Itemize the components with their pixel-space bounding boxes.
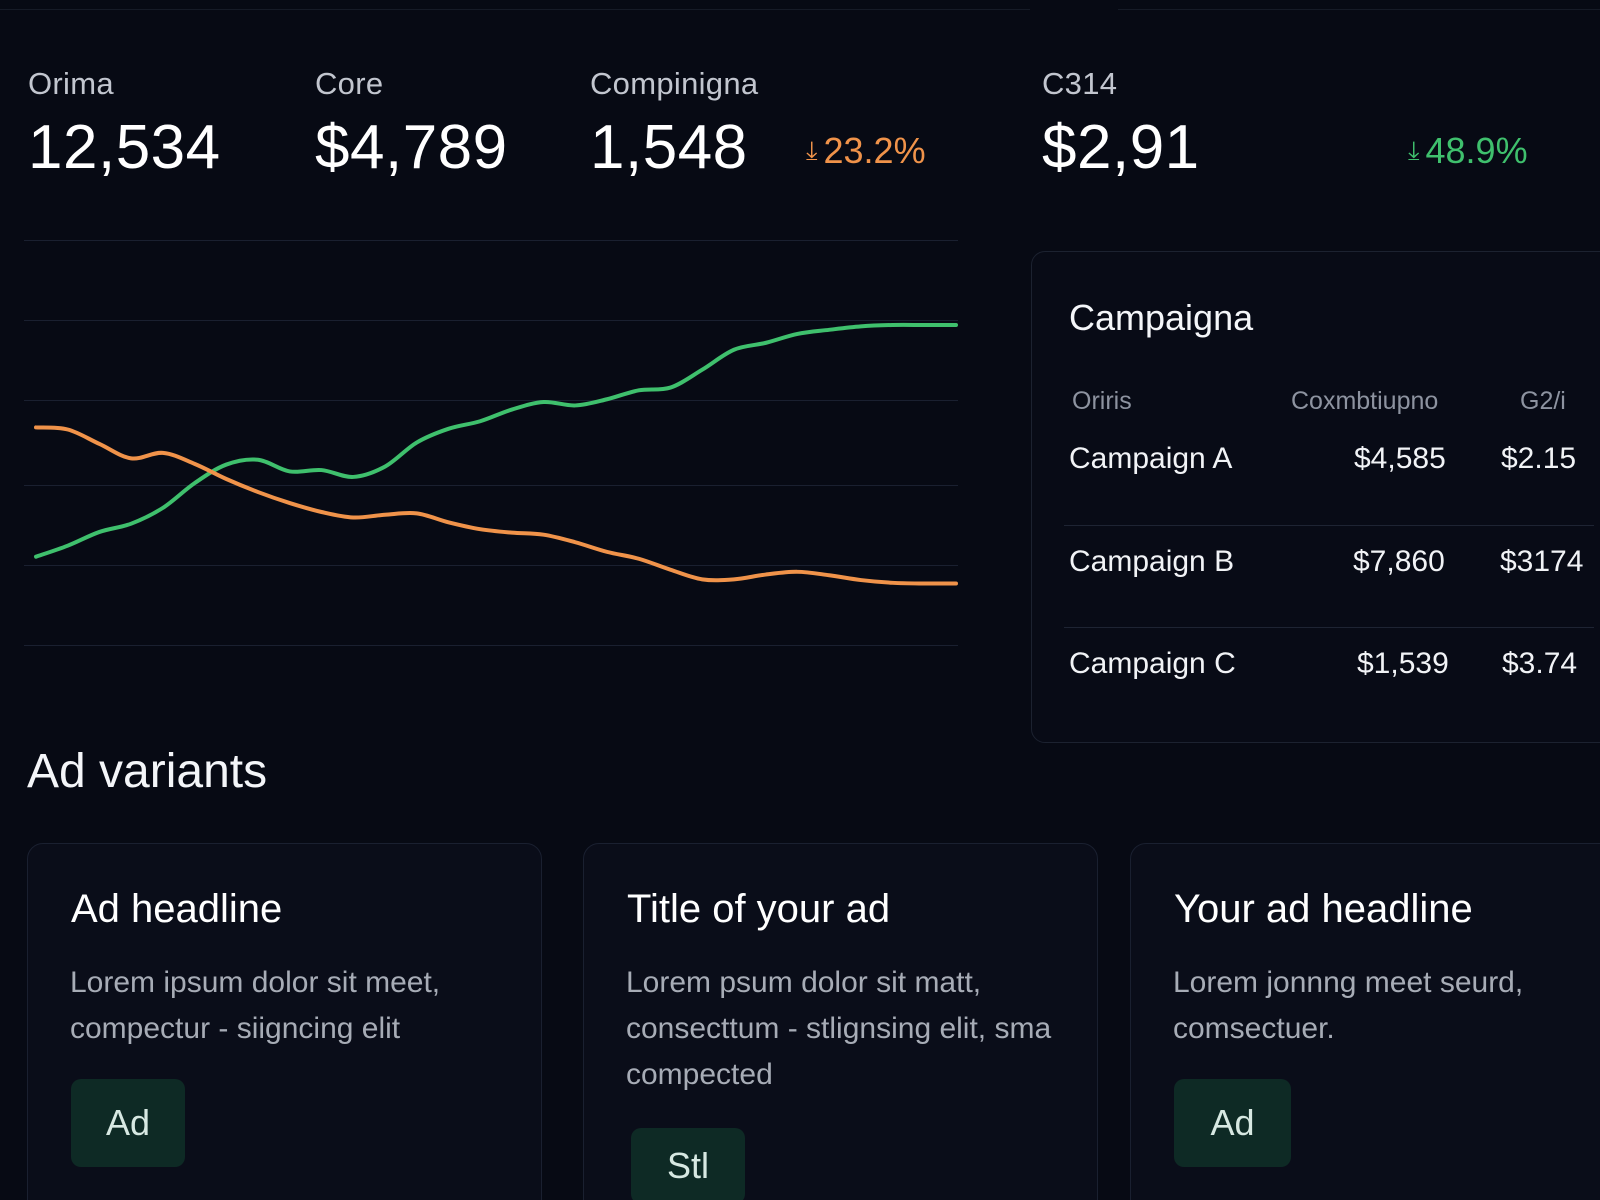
top-divider — [0, 9, 1030, 10]
kpi-value: 12,534 — [28, 113, 221, 182]
trend-arrow-icon: ⤓ — [806, 135, 818, 165]
kpi-orima: Orima 12,534 — [28, 66, 221, 183]
table-row[interactable]: Campaign A $4,585 $2.15 — [1064, 442, 1594, 544]
section-title: Ad variants — [27, 745, 268, 798]
kpi-value: 1,548 — [590, 113, 748, 182]
ad-button[interactable]: Ad — [1174, 1079, 1291, 1167]
series-line-0 — [34, 322, 958, 559]
series-line-1 — [34, 425, 958, 586]
ad-title: Title of your ad — [627, 887, 891, 931]
trend-arrow-icon: ⤓ — [1408, 135, 1420, 165]
campaign-name: Campaign B — [1069, 545, 1235, 578]
kpi-delta-value: 23.2% — [823, 130, 926, 171]
kpi-delta-value: 48.9% — [1425, 130, 1528, 171]
campaign-cpc: $2.15 — [1501, 442, 1577, 475]
column-header: Oriris — [1072, 387, 1132, 415]
kpi-label: Core — [315, 66, 384, 101]
line-chart — [24, 240, 958, 646]
ad-body: Lorem ipsum dolor sit meet, compectur - … — [70, 966, 441, 1045]
kpi-value: $4,789 — [315, 113, 508, 182]
column-header: G2/i — [1520, 387, 1566, 415]
ad-button[interactable]: Stl — [631, 1128, 745, 1200]
kpi-label: Orima — [28, 66, 114, 101]
campaign-cpc: $3174 — [1500, 545, 1584, 578]
kpi-compinigna: Compinigna 1,548 — [590, 66, 758, 183]
panel-title: Campaigna — [1069, 297, 1254, 338]
ad-card: Your ad headline Lorem jonnng meet seurd… — [1130, 843, 1600, 1200]
ad-title: Ad headline — [71, 887, 283, 931]
campaigns-panel: Campaigna Oriris Coxmbtiupno G2/i Campai… — [1031, 251, 1600, 743]
column-header: Coxmbtiupno — [1291, 387, 1439, 415]
campaign-spend: $7,860 — [1353, 545, 1445, 578]
top-divider — [1118, 9, 1600, 10]
row-divider — [1064, 627, 1594, 628]
campaign-name: Campaign C — [1069, 647, 1236, 680]
kpi-core: Core $4,789 — [315, 66, 508, 183]
table-row[interactable]: Campaign C $1,539 $3.74 — [1064, 647, 1594, 749]
campaign-spend: $1,539 — [1357, 647, 1449, 680]
campaign-spend: $4,585 — [1354, 442, 1446, 475]
row-divider — [1064, 525, 1594, 526]
ad-card: Ad headline Lorem ipsum dolor sit meet, … — [27, 843, 542, 1200]
campaign-cpc: $3.74 — [1502, 647, 1578, 680]
ad-card: Title of your ad Lorem psum dolor sit ma… — [583, 843, 1098, 1200]
kpi-value: $2,91 — [1042, 113, 1200, 182]
kpi-label: C314 — [1042, 66, 1118, 101]
ad-body: Lorem jonnng meet seurd, comsectuer. — [1173, 966, 1524, 1045]
kpi-delta-c314: ⤓ 48.9% — [1408, 130, 1528, 172]
kpi-label: Compinigna — [590, 66, 759, 101]
campaign-name: Campaign A — [1069, 442, 1233, 475]
table-row[interactable]: Campaign B $7,860 $3174 — [1064, 545, 1594, 647]
kpi-delta-compinigna: ⤓ 23.2% — [806, 130, 926, 172]
ad-title: Your ad headline — [1174, 887, 1473, 931]
ad-button[interactable]: Ad — [71, 1079, 185, 1167]
kpi-c314: C314 $2,91 — [1042, 66, 1200, 183]
ad-body: Lorem psum dolor sit matt, consecttum - … — [626, 966, 1052, 1091]
